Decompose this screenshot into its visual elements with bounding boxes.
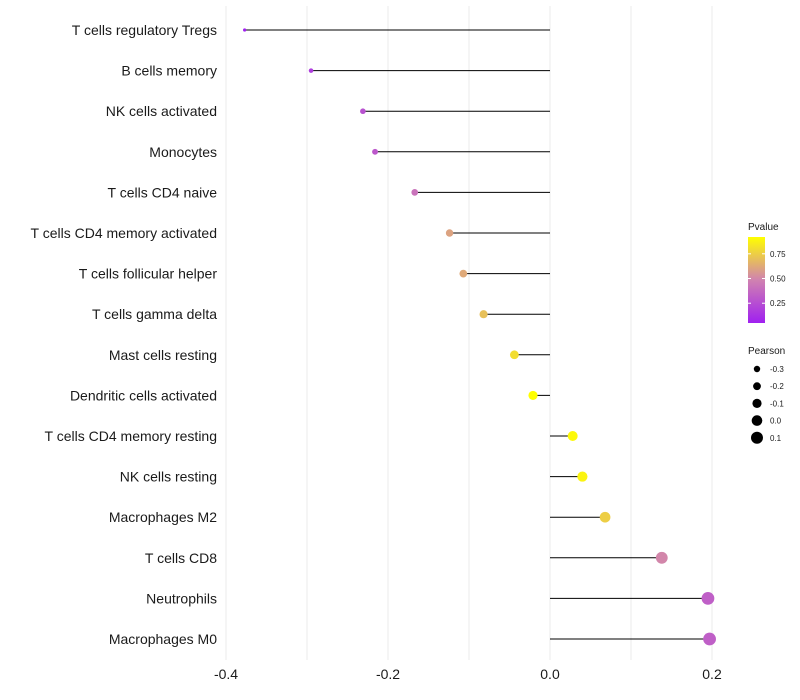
pvalue-legend-label: 0.25 bbox=[770, 299, 786, 308]
category-label: Macrophages M2 bbox=[109, 509, 217, 525]
data-point bbox=[308, 68, 314, 73]
category-label: NK cells resting bbox=[120, 469, 217, 485]
pearson-legend-key bbox=[753, 382, 761, 391]
category-label: Neutrophils bbox=[146, 590, 217, 606]
pearson-legend-label: -0.1 bbox=[770, 399, 784, 408]
data-point bbox=[509, 350, 519, 360]
pvalue-legend-label: 0.75 bbox=[770, 250, 786, 259]
category-label: T cells CD4 naive bbox=[108, 184, 218, 200]
category-label: T cells CD4 memory resting bbox=[45, 428, 217, 444]
category-label: Dendritic cells activated bbox=[70, 387, 217, 403]
data-point bbox=[599, 511, 611, 523]
x-tick-label: 0.2 bbox=[702, 666, 722, 682]
category-label: B cells memory bbox=[121, 63, 217, 79]
category-label: T cells gamma delta bbox=[92, 306, 217, 322]
data-point bbox=[528, 390, 538, 400]
pvalue-legend-title: Pvalue bbox=[748, 222, 779, 233]
category-labels: T cells regulatory Tregs B cells memory NK… bbox=[31, 22, 218, 647]
pvalue-legend: Pvalue 0.25 0.50 0.75 bbox=[748, 222, 786, 323]
pearson-legend-title: Pearson bbox=[748, 346, 785, 357]
pearson-legend-key bbox=[752, 398, 762, 408]
data-point bbox=[655, 551, 668, 564]
pvalue-legend-label: 0.50 bbox=[770, 275, 786, 284]
pearson-legend-key bbox=[751, 415, 763, 426]
grid-lines bbox=[225, 6, 713, 660]
category-label: T cells follicular helper bbox=[79, 266, 218, 282]
data-point bbox=[701, 592, 715, 605]
data-points bbox=[243, 28, 716, 646]
pearson-legend-label: 0.0 bbox=[770, 417, 782, 426]
x-tick-label: -0.2 bbox=[376, 666, 400, 682]
category-label: Macrophages M0 bbox=[109, 631, 217, 647]
pearson-legend-key bbox=[751, 431, 763, 444]
data-point bbox=[567, 431, 578, 441]
pearson-legend-label: -0.3 bbox=[770, 365, 784, 374]
data-point bbox=[411, 189, 419, 196]
data-point bbox=[243, 28, 247, 32]
category-label: Monocytes bbox=[149, 144, 217, 160]
x-axis-tick-labels: -0.4 -0.2 0.0 0.2 bbox=[214, 666, 722, 682]
data-point bbox=[703, 632, 716, 646]
category-label: NK cells activated bbox=[106, 103, 217, 119]
pearson-legend-label: -0.2 bbox=[770, 382, 784, 391]
data-point bbox=[372, 148, 378, 155]
x-tick-label: -0.4 bbox=[214, 666, 238, 682]
category-label: T cells CD4 memory activated bbox=[31, 225, 217, 241]
x-tick-label: 0.0 bbox=[540, 666, 560, 682]
stems bbox=[244, 29, 710, 640]
data-point bbox=[360, 108, 366, 115]
data-point bbox=[445, 229, 454, 237]
data-point bbox=[577, 471, 588, 482]
category-label: T cells CD8 bbox=[145, 550, 217, 566]
data-point bbox=[459, 269, 468, 278]
pearson-legend-key bbox=[753, 365, 761, 373]
data-point bbox=[479, 310, 488, 319]
category-label: T cells regulatory Tregs bbox=[72, 22, 217, 38]
pearson-legend: Pearson -0.3 -0.2 -0.1 0.0 0.1 bbox=[748, 346, 785, 444]
pvalue-color-bar bbox=[748, 237, 765, 323]
pearson-legend-label: 0.1 bbox=[770, 434, 782, 443]
category-label: Mast cells resting bbox=[109, 347, 217, 363]
